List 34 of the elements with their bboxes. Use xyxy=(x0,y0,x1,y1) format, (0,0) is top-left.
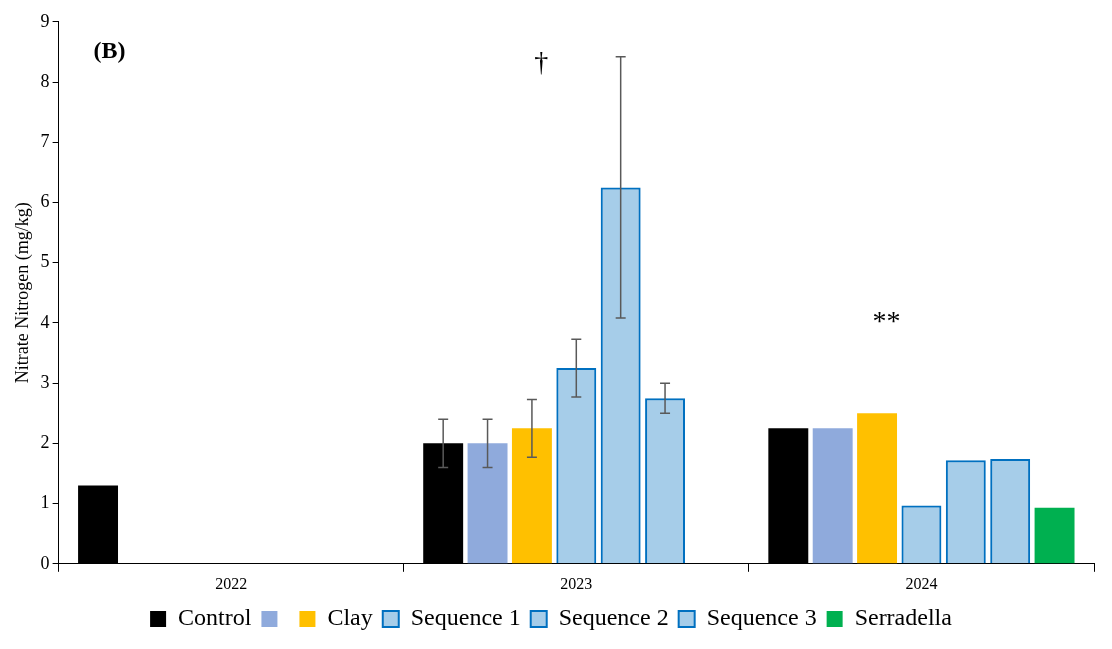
legend-label: Serradella xyxy=(854,604,953,631)
y-tick-label: 9 xyxy=(40,10,50,31)
annotation: (B) xyxy=(93,37,126,63)
y-tick-label: 7 xyxy=(40,130,50,151)
bar xyxy=(1034,507,1075,564)
bar xyxy=(812,428,853,564)
bar xyxy=(556,368,597,564)
bar xyxy=(511,428,552,564)
legend-label: Clay xyxy=(327,604,373,631)
y-tick-label: 2 xyxy=(40,432,50,453)
bar xyxy=(990,459,1031,564)
bar xyxy=(645,398,686,564)
bar xyxy=(901,505,942,564)
legend-label: Control xyxy=(178,604,252,631)
y-tick-label: 6 xyxy=(40,191,50,212)
legend-label: Sequence 1 xyxy=(410,604,521,631)
y-tick-label: 8 xyxy=(40,70,50,91)
bar xyxy=(600,187,641,564)
y-tick-label: 3 xyxy=(40,371,50,392)
y-tick-label: 4 xyxy=(40,311,50,332)
bar xyxy=(467,443,508,564)
annotation: † xyxy=(534,46,549,78)
annotation: ** xyxy=(872,305,901,337)
x-tick-label: 2024 xyxy=(905,574,938,592)
x-tick-label: 2023 xyxy=(560,574,593,592)
y-tick-label: 0 xyxy=(40,552,50,573)
y-tick-label: 1 xyxy=(40,492,50,513)
y-tick-label: 5 xyxy=(40,251,50,272)
y-axis-title: Nitrate Nitrogen (mg/kg) xyxy=(11,202,33,384)
bar xyxy=(857,413,898,564)
legend-label: Sequence 3 xyxy=(706,604,817,631)
legend-label: Sequence 2 xyxy=(558,604,669,631)
x-tick-label: 2022 xyxy=(215,574,248,592)
bar xyxy=(945,460,986,564)
